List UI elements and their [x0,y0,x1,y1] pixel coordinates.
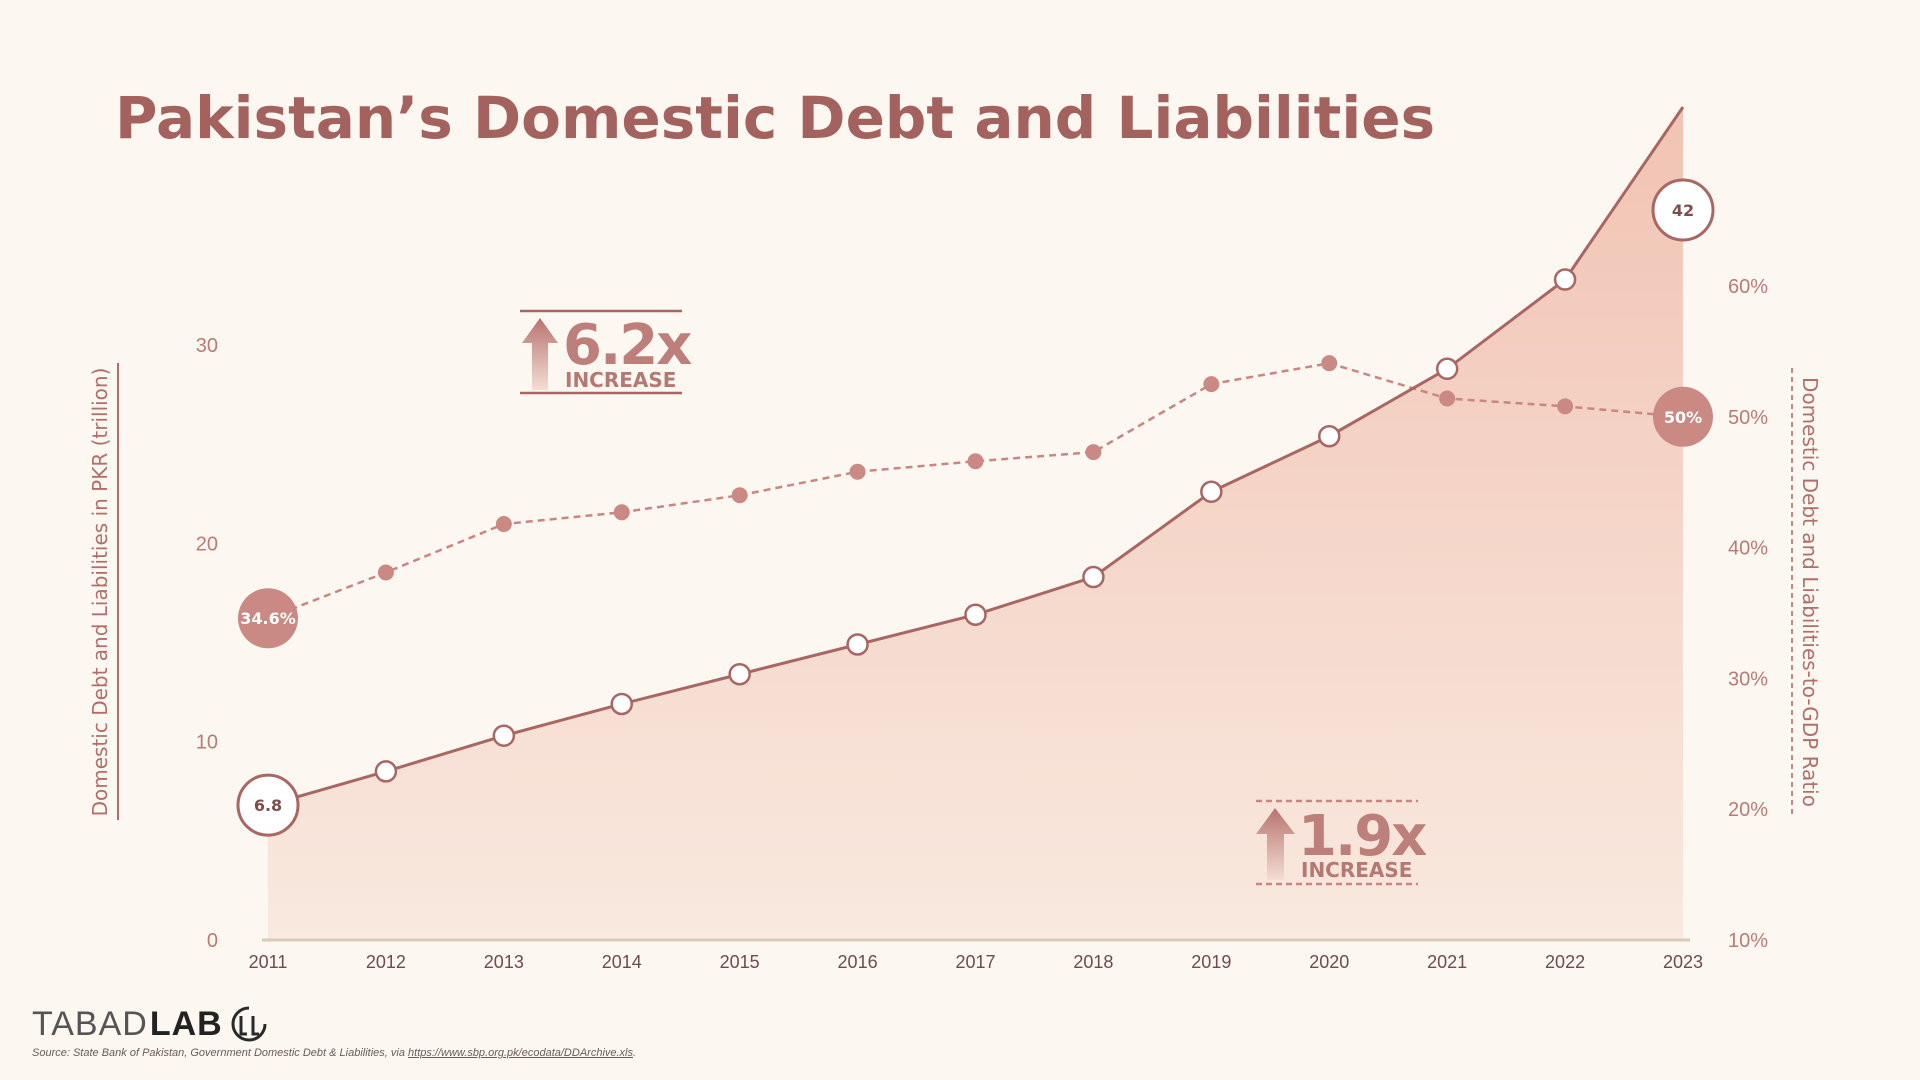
logo-mark-icon [231,1006,267,1042]
ratio-increase-value: 1.9x [1298,804,1427,869]
x-tick-label: 2011 [249,952,288,972]
ratio-point-2022 [1557,398,1574,415]
end-labels: 34.6% 50% 6.8 42 [236,178,1715,837]
x-tick-label: 2023 [1663,952,1703,972]
x-tick-label: 2016 [838,952,878,972]
x-tick-label: 2020 [1309,952,1349,972]
debt-area-fill [268,107,1683,940]
ratio-start-marker [238,588,298,649]
x-tick-label: 2018 [1073,952,1113,972]
logo-text-part1: TABAD [32,1004,148,1043]
debt-series-layer [267,106,1685,807]
ratio-end-marker [1653,386,1713,447]
debt-point-2019 [1200,480,1223,504]
ratio-point-2015 [731,487,748,504]
ratio-point-2017 [967,453,984,470]
debt-point-2020 [1318,424,1341,448]
source-prefix: Source: State Bank of Pakistan, Governme… [32,1047,409,1059]
left-tick-label: 20 [196,533,218,555]
source-suffix: . [633,1047,637,1059]
arrow-up-icon [522,318,558,390]
debt-point-2016 [846,633,869,656]
debt-point-2017 [964,603,987,626]
left-axis-title: Domestic Debt and Liabilities in PKR (tr… [88,368,112,817]
x-tick-label: 2012 [366,952,406,972]
right-tick-label: 10% [1728,930,1768,952]
right-axis-ticks: 10% 20% 30% 40% 50% 60% [1728,276,1768,952]
x-tick-label: 2017 [955,952,995,972]
x-axis-ticks: 2011 2012 2013 2014 2015 2016 2017 2018 2019 2020… [249,952,1703,972]
arrow-up-icon [1256,808,1295,880]
right-tick-label: 30% [1728,668,1768,690]
left-tick-label: 0 [207,930,218,952]
ratio-end-label: 50% [1664,408,1702,427]
ratio-point-2012 [377,564,394,581]
debt-point-2021 [1435,357,1459,381]
debt-point-2013 [492,724,516,747]
ratio-point-2021 [1439,390,1456,407]
source-note: Source: State Bank of Pakistan, Governme… [32,1047,636,1059]
debt-end-label: 42 [1672,201,1694,220]
ratio-increase-word: INCREASE [1301,858,1412,882]
ratio-increase-callout: 1.9x INCREASE [1256,799,1429,886]
x-tick-label: 2019 [1191,952,1231,972]
debt-point-2022 [1553,268,1577,291]
left-axis-ticks: 0 10 20 30 [196,335,218,952]
source-link[interactable]: https://www.sbp.org.pk/ecodata/DDArchive… [408,1047,633,1059]
x-tick-label: 2014 [602,952,642,972]
debt-increase-callout: 6.2x INCREASE [520,309,694,395]
right-tick-label: 20% [1728,799,1768,821]
ratio-point-2019 [1203,376,1220,393]
ratio-point-2018 [1085,444,1102,461]
left-tick-label: 30 [196,335,218,357]
ratio-point-2013 [495,516,512,533]
ratio-point-2016 [849,463,866,480]
tabadlab-logo: TABAD LAB [32,1003,271,1045]
x-tick-label: 2013 [484,952,524,972]
ratio-point-2020 [1321,355,1338,372]
ratio-series-layer [267,355,1684,620]
debt-start-label: 6.8 [254,796,282,815]
x-tick-label: 2022 [1545,952,1585,972]
left-tick-label: 10 [196,732,218,754]
debt-point-2015 [728,662,751,686]
ratio-point-2014 [613,504,630,521]
right-tick-label: 50% [1728,407,1768,429]
logo-text-part2: LAB [149,1004,223,1043]
debt-increase-word: INCREASE [565,368,676,392]
debt-start-marker [236,773,300,837]
debt-area-layer [268,107,1683,940]
chart-title: Pakistan’s Domestic Debt and Liabilities [115,84,1435,152]
debt-point-2014 [610,692,633,716]
right-tick-label: 40% [1728,538,1768,560]
x-tick-label: 2015 [720,952,760,972]
debt-point-2012 [374,760,398,783]
debt-increase-value: 6.2x [563,313,692,378]
debt-point-2018 [1082,565,1105,589]
debt-end-marker [1651,178,1715,242]
ratio-start-label: 34.6% [240,609,296,628]
right-axis-title: Domestic Debt and Liabilities-to-GDP Rat… [1798,377,1822,807]
right-tick-label: 60% [1728,276,1768,298]
x-tick-label: 2021 [1427,952,1467,972]
